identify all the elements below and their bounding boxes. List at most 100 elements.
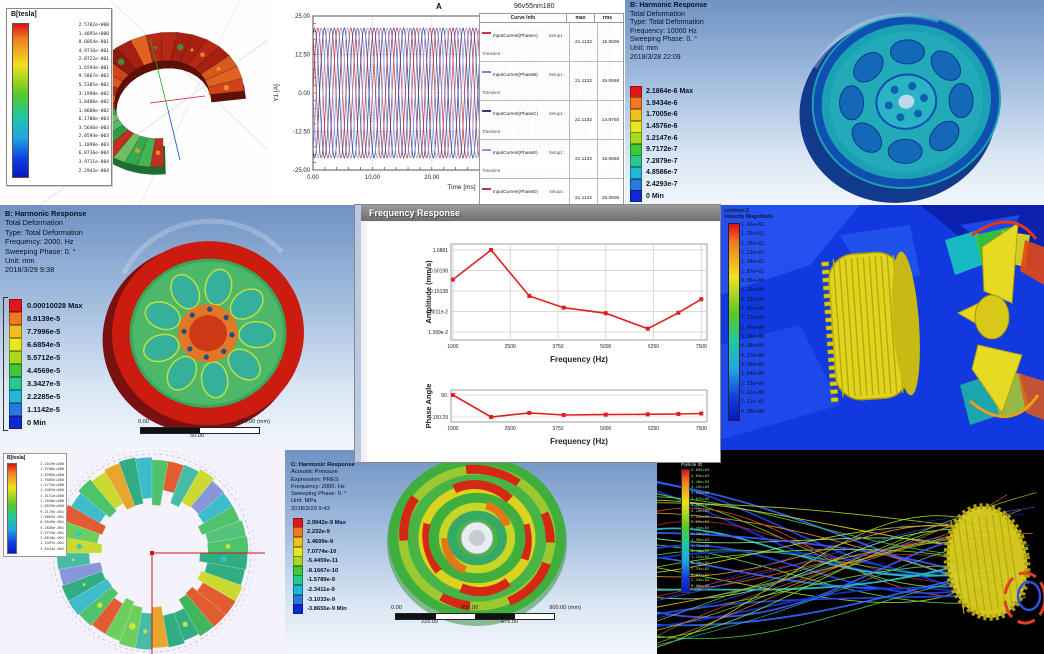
header-line: Type: Total Deformation: [630, 19, 704, 27]
header-line: Total Deformation: [630, 10, 685, 18]
legend-label: 9.7172e-7: [646, 146, 678, 154]
legend-value: 3.91e+03: [691, 490, 710, 496]
legend-value: 4.16e+03: [691, 484, 710, 490]
legend-value: 1.35e+01: [741, 232, 765, 238]
deformation-viewport[interactable]: [0, 205, 355, 450]
legend-row: 2.9942e-9 Max: [293, 517, 347, 528]
table-row[interactable]: InputCurrent(PhaseA) Setup1 : Transient 2…: [480, 23, 623, 62]
legend-value: 3.67e+03: [691, 496, 710, 502]
legend-row: 2.1864e-6 Max: [630, 85, 693, 98]
legend-value: 8.6054e-001: [78, 40, 109, 46]
svg-text:1.399e-2: 1.399e-2: [428, 330, 448, 336]
header-line: Unit: MPa: [291, 498, 317, 505]
legend-chip: [630, 132, 642, 145]
maxwell-2d-viewport[interactable]: [0, 450, 285, 654]
curve-name: InputCurrent(PhaseA): [493, 33, 538, 38]
header-line: Expression: PRES: [291, 476, 339, 483]
table-body: InputCurrent(PhaseA) Setup1 : Transient 2…: [480, 23, 623, 207]
legend-label: 1.7005e-6: [646, 111, 678, 119]
table-row[interactable]: InputCurrent(PhaseD) Setup1 : Transient 2…: [480, 179, 623, 207]
legend-label: 3.3427e-5: [27, 379, 61, 388]
field-legend: B[tesla] 2.1019e+000 1.9708e+000 1.8396e+0…: [3, 453, 67, 557]
frequency-response-charts[interactable]: 1.6881 0.50198 0.15138 4.6011e-2 1.399e-2 100…: [367, 222, 720, 462]
ruler-0: 0.00: [391, 605, 402, 611]
svg-text:6250: 6250: [648, 344, 659, 350]
col-max: max: [567, 14, 595, 22]
legend-title: contour-2 Velocity Magnitude: [724, 208, 773, 221]
svg-text:Time [ms]: Time [ms]: [447, 184, 475, 191]
svg-text:5000: 5000: [600, 344, 611, 350]
legend-value: 3.5646e-003: [78, 125, 109, 131]
legend-values: 2.5782e+000 1.4895e+000 8.6054e-001 4.9716e…: [33, 22, 109, 176]
legend-label: 0 Min: [646, 192, 664, 200]
legend-row: 3.3427e-5: [9, 377, 82, 390]
acoustic-viewport[interactable]: [285, 450, 657, 654]
curve-swatch: [482, 31, 491, 34]
svg-text:90.: 90.: [441, 393, 448, 399]
legend-value: 4.65e+03: [691, 472, 710, 478]
legend-value: 4.98e+00: [741, 344, 765, 350]
legend-value: 3.18e+03: [691, 507, 710, 513]
panel-maxwell-2d-field: B[tesla] 2.1019e+000 1.9708e+000 1.8396e+0…: [0, 450, 285, 654]
panel-current-plot: 0.0010.0020.0030.0040.0050.0025.0012.500…: [268, 0, 625, 207]
result-header: C: Harmonic Response Acoustic Pressure Exp…: [291, 462, 355, 513]
legend-chip: [293, 594, 303, 605]
legend-label: 6.6854e-5: [27, 340, 61, 349]
ruler-50: 50.00: [190, 433, 204, 439]
legend-value: 2.1019e+000: [40, 462, 64, 466]
header-line: Frequency: 2000. Hz: [291, 483, 345, 490]
curve-setup: Setup1 : Transient: [548, 189, 566, 194]
legend-chip: [293, 575, 303, 586]
svg-text:1.6881: 1.6881: [433, 248, 449, 254]
svg-text:5000: 5000: [600, 426, 611, 432]
legend-row: 7.0774e-10: [293, 546, 347, 557]
contour-legend: 2.1864e-6 Max 1.9434e-6 1.7005e-6 1.4576e-6…: [630, 85, 693, 203]
legend-value: 6.40e+00: [741, 325, 765, 331]
svg-text:2500: 2500: [505, 426, 516, 432]
legend-chip: [9, 299, 22, 312]
legend-label: 1.2147e-6: [646, 134, 678, 142]
window-titlebar[interactable]: Frequency Response: [361, 205, 720, 221]
legend-chip: [9, 364, 22, 377]
svg-text:-25.00: -25.00: [293, 168, 311, 174]
header-line: B: Harmonic Response: [5, 209, 87, 218]
legend-chip: [293, 584, 303, 595]
legend-value: 2.8722e-001: [78, 57, 109, 63]
legend-value: 9.78e+02: [691, 560, 710, 565]
cfd-viewport[interactable]: [720, 205, 1044, 450]
legend-value: 1.1898e-003: [78, 142, 109, 148]
legend-row: 2.2285e-5: [9, 390, 82, 403]
legend-label: 7.0774e-10: [307, 548, 337, 555]
svg-text:7500: 7500: [696, 344, 707, 350]
svg-text:-150.29: -150.29: [431, 415, 448, 421]
legend-chip: [9, 390, 22, 403]
header-line: 2018/3/28 22:09: [630, 53, 681, 61]
curve-swatch: [482, 187, 491, 190]
legend-title-line2: Particle ID: [681, 461, 703, 467]
legend-value: 5.5385e-002: [78, 82, 109, 88]
header-line: Sweeping Phase: 0. °: [630, 36, 698, 44]
legend-value: 3.56e+00: [741, 362, 765, 368]
curve-rms: 15.0668: [601, 156, 620, 162]
legend-values: 1.42e+01 1.35e+01 1.28e+01 1.21e+01 1.14e+01…: [741, 221, 764, 417]
table-row[interactable]: InputCurrent(PhaseC) Setup1 : Transient 2…: [480, 101, 623, 140]
legend-chip: [9, 403, 22, 416]
table-row[interactable]: InputCurrent(PhaseE) Setup1 : Transient 2…: [480, 140, 623, 179]
pathlines-viewport[interactable]: [657, 450, 1044, 654]
legend-value: 1.9708e+000: [40, 467, 64, 472]
legend-value: 7.11e+00: [741, 316, 765, 322]
legend-title: B[tesla]: [11, 11, 37, 18]
table-row[interactable]: InputCurrent(PhaseB) Setup1 : Transient 2…: [480, 62, 623, 101]
legend-value: 1.28e+01: [741, 241, 765, 247]
legend-label: 4.4569e-5: [27, 366, 61, 375]
header-line: 2018/3/29 9:43: [291, 505, 330, 512]
legend-value: 1.4895e+000: [78, 31, 109, 37]
curve-info-table: Curve Info max rms InputCurrent(PhaseA) S…: [479, 13, 624, 207]
legend-value: 5.69e+00: [741, 334, 765, 340]
legend-value: 2.84e+00: [741, 372, 765, 378]
svg-text:Phase Angle: Phase Angle: [424, 384, 433, 429]
curve-rms: 15.0606: [601, 195, 620, 201]
deformation-viewport[interactable]: [625, 0, 1044, 207]
svg-text:6250: 6250: [648, 426, 659, 432]
